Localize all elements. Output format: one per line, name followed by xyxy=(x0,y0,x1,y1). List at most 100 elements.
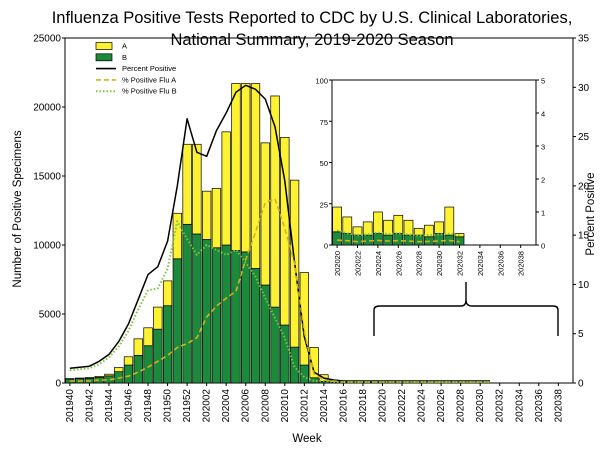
inset-x-tick-label: 202024 xyxy=(374,251,383,276)
inset-bar-flu-a-202023 xyxy=(362,221,373,236)
inset-bar-flu-b-202024 xyxy=(373,233,383,246)
main-bar-flu-a-201950 xyxy=(162,280,173,307)
inset-bar-flu-b-202020 xyxy=(332,231,342,246)
main-x-tick-label: 201950 xyxy=(163,389,174,423)
inset-y-tick-label: 25 xyxy=(320,200,328,209)
legend-swatch-a xyxy=(95,42,113,50)
main-bar-flu-b-202003 xyxy=(211,247,222,384)
legend-swatch-b xyxy=(95,53,113,62)
inset-bar-flu-a-202030 xyxy=(434,221,444,234)
main-x-tick-label: 202034 xyxy=(514,389,525,423)
inset-x-tick-label: 202038 xyxy=(517,251,526,276)
inset-bar-flu-a-202021 xyxy=(342,216,353,234)
main-bar-flu-a-202009 xyxy=(270,95,280,308)
main-bar-flu-b-201949 xyxy=(153,328,163,384)
main-x-tick-label: 202010 xyxy=(280,389,291,423)
main-y-tick-label: 15000 xyxy=(33,172,61,183)
main-x-tick-label: 202012 xyxy=(299,389,310,423)
inset-y-tick-label: 50 xyxy=(320,159,328,168)
inset-bar-flu-b-202022 xyxy=(352,234,363,246)
main-x-tick-label: 202018 xyxy=(358,389,369,423)
main-bar-flu-b-202004 xyxy=(221,244,231,384)
main-y2-tick-label: 15 xyxy=(578,231,590,242)
main-x-tick-label: 202004 xyxy=(221,389,232,423)
main-y2-tick-label: 10 xyxy=(578,280,590,291)
inset-zoom-bracket xyxy=(373,282,559,336)
main-bar-flu-a-201952 xyxy=(182,143,192,225)
main-y-tick-label: 5000 xyxy=(39,310,62,321)
inset-y2-tick-label: 2 xyxy=(541,176,545,185)
inset-y2-tick-label: 4 xyxy=(541,110,545,119)
legend-label: B xyxy=(122,53,127,62)
inset-x-tick-label: 202022 xyxy=(354,251,363,276)
inset-y2-tick-label: 1 xyxy=(541,209,545,218)
inset-bar-flu-a-202027 xyxy=(403,219,414,236)
y2-axis-label: Percent Positive xyxy=(585,172,597,255)
main-x-tick-label: 202026 xyxy=(436,389,447,423)
main-bar-flu-a-202007 xyxy=(250,83,261,269)
main-y-tick-label: 10000 xyxy=(33,241,61,252)
main-bar-flu-b-202009 xyxy=(270,306,280,384)
main-bar-flu-a-201941 xyxy=(75,377,85,380)
inset-bar-flu-b-202027 xyxy=(403,234,414,246)
inset-bar-flu-a-202024 xyxy=(373,211,383,234)
main-bar-flu-a-201940 xyxy=(65,378,75,380)
main-bar-flu-b-201946 xyxy=(123,364,134,384)
inset-bar-flu-a-202020 xyxy=(332,206,342,233)
main-bar-flu-a-202006 xyxy=(241,83,251,253)
main-x-tick-label: 201940 xyxy=(65,389,76,423)
main-bar-flu-b-202005 xyxy=(231,250,241,384)
main-y2-tick-label: 5 xyxy=(578,329,584,340)
main-y2-tick-label: 35 xyxy=(578,34,590,45)
inset-bar-flu-a-202029 xyxy=(424,224,434,238)
main-y-tick-label: 20000 xyxy=(33,103,61,114)
inset-x-tick-label: 202030 xyxy=(435,251,444,276)
legend-label: % Positive Flu B xyxy=(122,87,177,96)
inset-bar-flu-b-202026 xyxy=(393,233,404,246)
chart-title-line-1: Influenza Positive Tests Reported to CDC… xyxy=(52,9,573,27)
legend-label: Percent Positive xyxy=(122,64,176,73)
main-bar-flu-b-201952 xyxy=(182,223,192,384)
legend-label: A xyxy=(122,42,127,51)
main-bar-flu-a-202005 xyxy=(231,83,241,251)
main-bar-flu-a-202003 xyxy=(211,188,222,249)
inset-y2-tick-label: 5 xyxy=(541,77,545,86)
main-bar-flu-a-202002 xyxy=(202,190,212,240)
main-bar-flu-a-201942 xyxy=(84,377,95,379)
main-x-tick-label: 202020 xyxy=(378,389,389,423)
main-y2-tick-label: 25 xyxy=(578,132,590,143)
main-x-tick-label: 202024 xyxy=(417,389,428,423)
main-x-tick-label: 202030 xyxy=(475,389,486,423)
main-x-tick-label: 202028 xyxy=(456,389,467,423)
inset-x-tick-label: 202032 xyxy=(456,251,465,276)
main-x-tick-label: 202038 xyxy=(553,389,564,423)
main-line-percent-positive xyxy=(69,84,490,382)
main-x-tick-label: 202022 xyxy=(397,389,408,423)
main-bar-flu-b-201947 xyxy=(133,355,143,384)
main-x-tick-label: 202008 xyxy=(260,389,271,423)
main-x-tick-label: 201948 xyxy=(143,389,154,423)
inset-line--positive-flu-a xyxy=(337,239,460,243)
inset-bar-flu-a-202026 xyxy=(393,214,404,234)
inset-x-tick-label: 202028 xyxy=(415,251,424,276)
main-plot-frame xyxy=(64,37,574,384)
main-y2-tick-label: 0 xyxy=(578,379,584,390)
inset-line--positive-flu-b xyxy=(336,229,460,237)
inset-bar-flu-b-202025 xyxy=(383,234,393,246)
main-bar-flu-b-202002 xyxy=(202,239,212,384)
main-bar-flu-a-201948 xyxy=(143,327,153,347)
main-bar-flu-a-201951 xyxy=(172,212,182,260)
main-bar-flu-a-201947 xyxy=(133,338,143,356)
main-x-tick-label: 202014 xyxy=(319,389,330,423)
inset-y-tick-label: 0 xyxy=(324,242,328,251)
main-bar-flu-a-201946 xyxy=(123,356,134,366)
main-y2-tick-label: 30 xyxy=(578,83,590,94)
main-y-tick-label: 0 xyxy=(55,379,61,390)
main-bar-flu-b-201948 xyxy=(143,345,153,384)
inset-plot-frame xyxy=(331,79,537,246)
main-x-tick-label: 202032 xyxy=(495,389,506,423)
main-x-tick-label: 202006 xyxy=(241,389,252,423)
main-bar-flu-a-202013 xyxy=(309,347,319,379)
main-bar-flu-a-201945 xyxy=(114,367,124,373)
main-bar-flu-b-201950 xyxy=(162,305,173,384)
